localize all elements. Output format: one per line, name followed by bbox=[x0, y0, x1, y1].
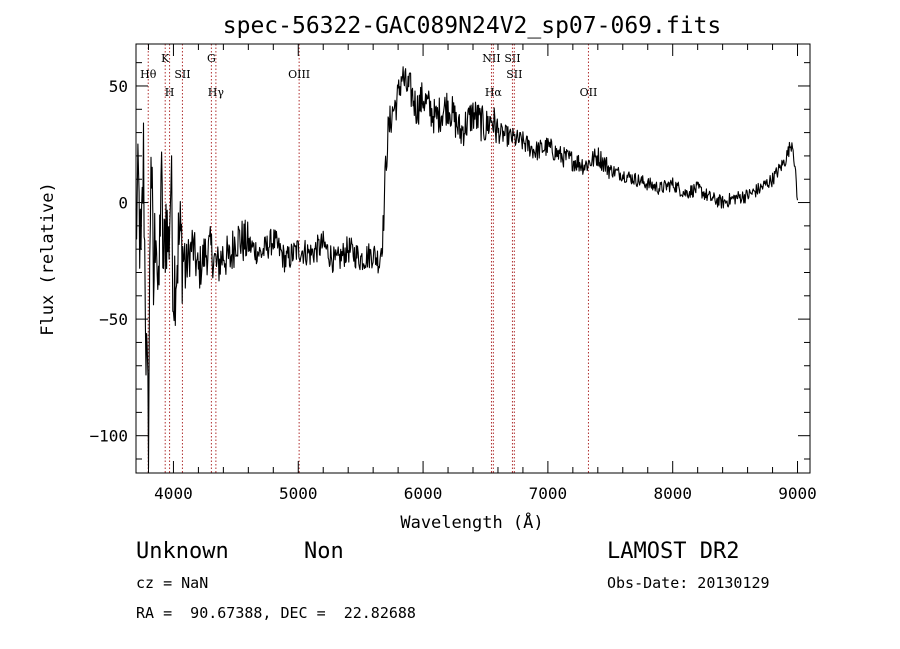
y-tick-label: −50 bbox=[99, 310, 128, 329]
spectral-line-label: Hγ bbox=[208, 86, 225, 99]
x-tick-label: 4000 bbox=[154, 484, 193, 503]
spectral-line-label: K bbox=[161, 52, 170, 65]
coordinates: RA = 90.67388, DEC = 22.82688 bbox=[136, 604, 416, 622]
x-axis: 4000 5000 6000 7000 8000 9000 bbox=[147, 44, 817, 503]
x-tick-label: 9000 bbox=[778, 484, 817, 503]
spectral-line-label: H bbox=[165, 86, 175, 99]
spectral-line-label: G bbox=[207, 52, 216, 65]
spectral-line-label: Hα bbox=[485, 86, 503, 99]
survey-name: LAMOST DR2 bbox=[607, 539, 740, 564]
spectrum-line bbox=[135, 66, 799, 469]
spectral-line-label: OII bbox=[580, 86, 598, 99]
x-tick-label: 7000 bbox=[529, 484, 568, 503]
x-axis-label: Wavelength (Å) bbox=[400, 511, 543, 533]
spectral-line-label: Hθ bbox=[140, 68, 157, 81]
spectral-line-label: NII bbox=[482, 52, 500, 65]
y-tick-label: 50 bbox=[109, 77, 128, 96]
spectral-line-label: SII bbox=[174, 68, 190, 81]
object-subclass: Non bbox=[304, 539, 344, 564]
x-tick-label: 8000 bbox=[653, 484, 692, 503]
x-tick-label: 5000 bbox=[279, 484, 318, 503]
spectral-line-label: OIII bbox=[288, 68, 310, 81]
y-tick-label: 0 bbox=[118, 194, 128, 213]
redshift-cz: cz = NaN bbox=[136, 574, 209, 592]
y-axis-label: Flux (relative) bbox=[38, 182, 58, 336]
object-class: Unknown bbox=[136, 539, 229, 564]
spectral-line-label: SII bbox=[504, 52, 520, 65]
x-tick-label: 6000 bbox=[404, 484, 443, 503]
chart-title: spec-56322-GAC089N24V2_sp07-069.fits bbox=[223, 13, 722, 39]
spectral-line-label: SII bbox=[506, 68, 522, 81]
y-axis: −100 −50 0 50 bbox=[89, 62, 810, 460]
observation-date: Obs-Date: 20130129 bbox=[607, 574, 770, 592]
y-tick-label: −100 bbox=[89, 427, 128, 446]
